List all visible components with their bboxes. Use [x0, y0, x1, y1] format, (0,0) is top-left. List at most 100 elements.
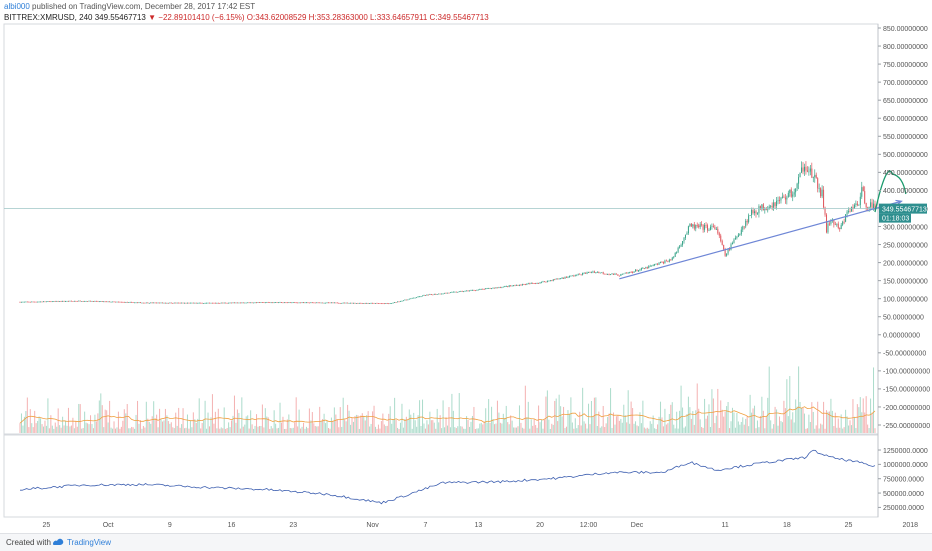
volume-bar	[486, 422, 488, 433]
candle-body	[51, 301, 53, 303]
volume-bar	[837, 418, 839, 433]
candle-body	[585, 272, 587, 274]
volume-bar	[808, 414, 810, 433]
volume-bar	[840, 414, 842, 433]
volume-bar	[438, 422, 440, 433]
candle-body	[294, 302, 296, 304]
candle-body	[410, 298, 412, 300]
volume-bar	[161, 421, 164, 433]
price-tick-label: -250.00000000	[883, 423, 930, 430]
candle-body	[633, 271, 635, 273]
volume-bar	[211, 394, 213, 433]
time-tick-label: 16	[228, 522, 236, 529]
volume-bar	[376, 428, 378, 433]
candle-body	[439, 293, 441, 295]
candle-body	[498, 287, 500, 289]
volume-bar	[297, 426, 299, 433]
candle-body	[417, 296, 419, 298]
candle-body	[739, 234, 741, 235]
volume-bar	[493, 424, 496, 433]
volume-bar	[210, 417, 212, 433]
volume-bar	[602, 405, 604, 433]
candle-body	[405, 299, 407, 301]
volume-bar	[216, 428, 218, 433]
candle-body	[84, 301, 86, 302]
volume-bar	[194, 419, 196, 433]
volume-bar	[777, 425, 779, 433]
candle-body	[408, 298, 410, 300]
tradingview-link[interactable]: TradingView	[67, 538, 112, 547]
volume-bar	[771, 428, 773, 433]
candle-body	[289, 302, 291, 304]
volume-bar	[424, 428, 426, 433]
volume-bar	[56, 426, 58, 433]
volume-bar	[583, 421, 585, 433]
volume-bar	[420, 426, 422, 433]
volume-bar	[128, 428, 130, 433]
candle-body	[778, 200, 781, 201]
volume-bar	[467, 419, 469, 433]
volume-bar	[746, 416, 748, 433]
candle-body	[861, 187, 863, 197]
volume-bar	[257, 426, 259, 433]
candle-body	[659, 261, 662, 264]
volume-bar	[742, 417, 744, 433]
candle-body	[488, 288, 490, 289]
candle-body	[104, 301, 106, 303]
volume-bar	[693, 424, 695, 433]
chart-canvas[interactable]: 850.00000000800.00000000750.00000000700.…	[0, 0, 932, 533]
volume-bar	[273, 410, 275, 433]
volume-bar	[870, 398, 872, 433]
candle-body	[185, 302, 187, 304]
volume-bar	[92, 428, 94, 433]
volume-bar	[316, 426, 318, 433]
candle-body	[842, 221, 844, 225]
candle-body	[489, 288, 491, 289]
volume-bar	[336, 419, 338, 433]
volume-bar	[796, 406, 798, 433]
volume-bar	[589, 424, 591, 433]
candle-body	[790, 189, 792, 197]
volume-bar	[527, 401, 529, 433]
volume-bar	[633, 423, 635, 433]
price-axis: 850.00000000 800.00000000 750.00000000 700.…	[878, 26, 930, 430]
volume-bar	[307, 428, 309, 433]
volume-bar	[129, 428, 131, 433]
volume-bar	[809, 421, 811, 433]
candle-body	[303, 302, 305, 304]
volume-bar	[395, 419, 397, 433]
volume-bar	[599, 427, 601, 433]
candle-body	[530, 283, 532, 284]
volume-bar	[338, 427, 340, 433]
volume-bar	[551, 423, 553, 433]
candle-body	[441, 293, 443, 295]
indicator-axis: 1250000.0000 1000000.0000 750000.0000 50000…	[878, 448, 928, 512]
candle-body	[536, 283, 538, 284]
candle-body	[50, 301, 52, 303]
volume-bar	[827, 411, 829, 433]
volume-bar	[756, 420, 758, 433]
candle-body	[460, 291, 462, 292]
candle-body	[361, 303, 363, 304]
candle-body	[850, 207, 852, 212]
volume-bar	[557, 421, 559, 433]
volume-bar	[44, 420, 46, 433]
candle-body	[836, 223, 838, 225]
symbol-label[interactable]: BITTREX:XMRUSD, 240	[4, 13, 93, 22]
volume-bar	[799, 402, 801, 433]
volume-bar	[20, 413, 22, 433]
candle-body	[280, 302, 283, 303]
volume-bar	[192, 412, 194, 433]
price-tick-label: 750.00000000	[883, 62, 928, 69]
volume-bar	[354, 416, 356, 433]
candle-body	[702, 224, 704, 230]
candle-body	[642, 268, 644, 269]
volume-bar	[759, 415, 761, 433]
candle-body	[469, 290, 471, 292]
candle-body	[521, 284, 523, 286]
time-tick-label: Dec	[631, 522, 644, 529]
volume-bar	[825, 410, 828, 433]
author-link[interactable]: albi000	[4, 2, 30, 11]
volume-bar	[574, 418, 576, 433]
candle-body	[604, 273, 606, 275]
